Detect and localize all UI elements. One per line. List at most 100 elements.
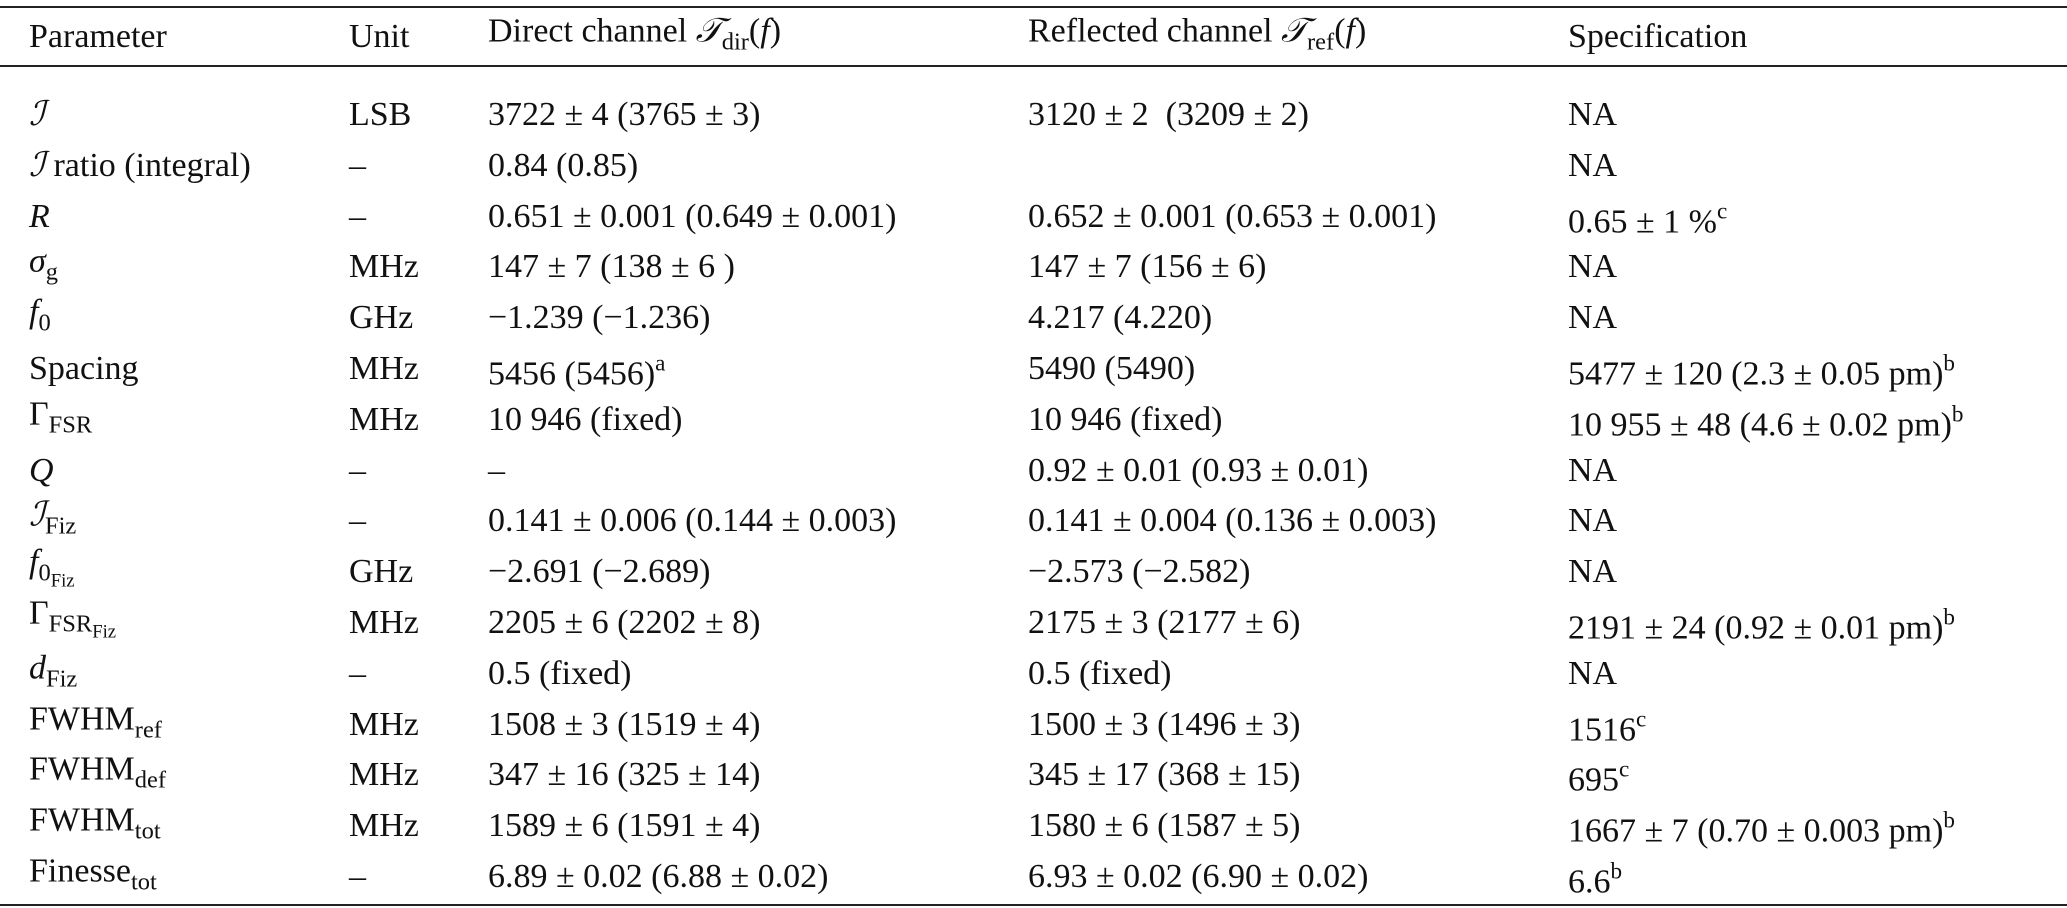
- table-cell: ΓFSRFiz: [29, 593, 116, 652]
- text-run: 10 955 ± 48 (4.6 ± 0.02 pm): [1568, 406, 1952, 444]
- table-cell: 6.6b: [1568, 852, 1622, 903]
- table-cell: 5490 (5490): [1028, 350, 1196, 387]
- table-cell: –: [349, 858, 366, 895]
- table-cell: FWHMref: [29, 699, 162, 750]
- table-cell: NA: [1568, 451, 1618, 489]
- top-rule: [0, 6, 2067, 8]
- table-cell: 5477 ± 120 (2.3 ± 0.05 pm)b: [1568, 344, 1955, 395]
- table-cell: MHz: [349, 705, 419, 743]
- table-cell: –: [349, 197, 366, 235]
- table-cell: 695c: [1568, 750, 1629, 801]
- table-cell: 0.65 ± 1 %c: [1568, 191, 1727, 242]
- subscript: Fiz: [46, 665, 78, 693]
- text-run: ): [769, 12, 782, 50]
- table-cell: 0.651 ± 0.001 (0.649 ± 0.001): [488, 197, 897, 235]
- table-cell: NA: [1568, 502, 1618, 540]
- text-run: 6.6: [1568, 863, 1611, 901]
- table-cell: GHz: [349, 299, 414, 337]
- text-run: ): [1354, 12, 1367, 50]
- table-cell: 0.5 (fixed): [488, 654, 632, 692]
- table-cell: dFiz: [29, 648, 77, 699]
- text-run: 2191 ± 24 (0.92 ± 0.01 pm): [1568, 609, 1944, 647]
- text-run: ratio (integral): [44, 146, 251, 184]
- math-symbol: ℐ: [29, 496, 45, 534]
- subscript: 0: [38, 309, 51, 337]
- table-cell: 2205 ± 6 (2202 ± 8): [488, 604, 761, 641]
- table-cell: MHz: [349, 400, 419, 438]
- footnote-mark: b: [1610, 858, 1623, 885]
- table-cell: NA: [1568, 553, 1618, 591]
- bottom-rule: [0, 904, 2067, 906]
- table-cell: NA: [1568, 248, 1618, 286]
- table-cell: ΓFSR: [29, 394, 92, 445]
- subscript: def: [134, 766, 167, 794]
- table-cell: Spacing: [29, 350, 139, 387]
- table-cell: 10 946 (fixed): [488, 400, 683, 438]
- text-run: FWHM: [29, 801, 135, 839]
- text-run: 0.65 ± 1 %: [1568, 203, 1717, 241]
- table-cell: 6.93 ± 0.02 (6.90 ± 0.02): [1028, 858, 1369, 895]
- subscript: FSR: [48, 610, 93, 638]
- text-run: FWHM: [29, 750, 135, 788]
- table-cell: NA: [1568, 654, 1618, 692]
- math-symbol: 𝒯: [1280, 12, 1308, 50]
- header-cell: Specification: [1568, 18, 1748, 55]
- table-cell: 1516c: [1568, 699, 1646, 750]
- table-cell: 10 946 (fixed): [1028, 400, 1223, 438]
- table-cell: 6.89 ± 0.02 (6.88 ± 0.02): [488, 858, 829, 895]
- table-cell: 1589 ± 6 (1591 ± 4): [488, 807, 761, 845]
- subscript: tot: [134, 817, 161, 845]
- table-cell: 1508 ± 3 (1519 ± 4): [488, 705, 761, 743]
- table-cell: 3722 ± 4 (3765 ± 3): [488, 96, 761, 133]
- table-cell: f0Fiz: [29, 543, 75, 602]
- table-cell: FWHMdef: [29, 750, 166, 801]
- table-cell: –: [488, 451, 505, 489]
- footnote-mark: a: [655, 350, 666, 377]
- math-symbol: d: [29, 649, 46, 687]
- math-symbol: ℐ: [29, 146, 45, 184]
- table-cell: LSB: [349, 96, 412, 133]
- table-cell: 347 ± 16 (325 ± 14): [488, 756, 761, 794]
- table-cell: 2175 ± 3 (2177 ± 6): [1028, 604, 1301, 641]
- subscript: Fiz: [50, 570, 75, 592]
- footnote-mark: b: [1951, 401, 1964, 428]
- table-cell: 0.92 ± 0.01 (0.93 ± 0.01): [1028, 451, 1369, 489]
- table-cell: Finessetot: [29, 852, 157, 903]
- table-cell: FWHMtot: [29, 801, 161, 852]
- table-cell: 2191 ± 24 (0.92 ± 0.01 pm)b: [1568, 598, 1955, 649]
- math-symbol: σ: [29, 242, 46, 280]
- text-run: 695: [1568, 761, 1619, 799]
- table-cell: −1.239 (−1.236): [488, 299, 711, 337]
- table-cell: 0.84 (0.85): [488, 146, 639, 184]
- table-cell: ℐ ratio (integral): [29, 146, 251, 186]
- text-run: Reflected channel: [1028, 12, 1281, 50]
- table-cell: 147 ± 7 (156 ± 6): [1028, 248, 1267, 286]
- text-run: 5456 (5456): [488, 355, 656, 393]
- math-symbol: f: [760, 12, 770, 50]
- table-cell: 0.141 ± 0.004 (0.136 ± 0.003): [1028, 502, 1437, 540]
- table-cell: GHz: [349, 553, 414, 591]
- subscript: ref: [134, 716, 162, 744]
- table-cell: –: [349, 654, 366, 692]
- text-run: 5477 ± 120 (2.3 ± 0.05 pm): [1568, 355, 1944, 393]
- table-cell: NA: [1568, 96, 1618, 133]
- text-run: 1516: [1568, 711, 1636, 749]
- table-cell: MHz: [349, 604, 419, 641]
- footnote-mark: b: [1943, 807, 1955, 834]
- table-cell: 1667 ± 7 (0.70 ± 0.003 pm)b: [1568, 801, 1955, 852]
- table-cell: −2.573 (−2.582): [1028, 553, 1251, 591]
- header-cell: Direct channel 𝒯dir(f): [488, 12, 781, 63]
- math-symbol: ℐ: [29, 96, 45, 133]
- table-cell: 345 ± 17 (368 ± 15): [1028, 756, 1301, 794]
- table-cell: Q: [29, 451, 54, 491]
- header-cell: Parameter: [29, 18, 167, 55]
- table-cell: 4.217 (4.220): [1028, 299, 1213, 337]
- subscript: Fiz: [92, 621, 117, 643]
- table-cell: 147 ± 7 (138 ± 6 ): [488, 248, 735, 286]
- text-run: Finesse: [29, 852, 131, 890]
- table-cell: 3120 ± 2 (3209 ± 2): [1028, 96, 1309, 133]
- header-cell: Unit: [349, 18, 410, 55]
- header-cell: Reflected channel 𝒯ref(f): [1028, 12, 1366, 63]
- subscript: tot: [131, 868, 157, 896]
- table-cell: f0: [29, 293, 51, 344]
